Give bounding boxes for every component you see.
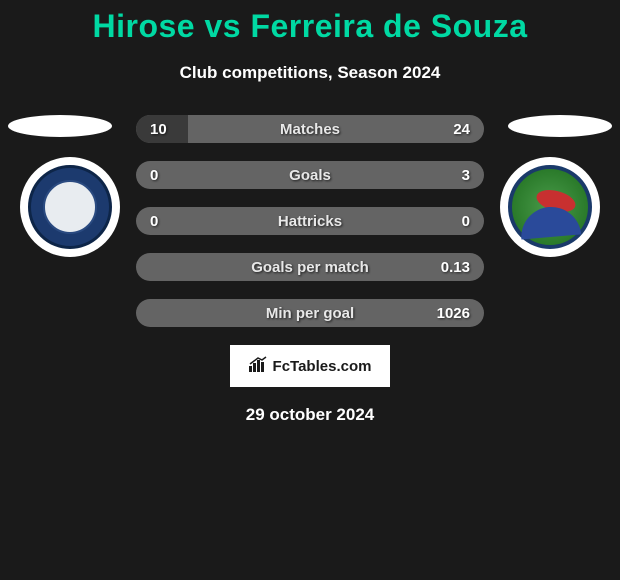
page-title: Hirose vs Ferreira de Souza [0,0,620,45]
watermark: FcTables.com [230,345,390,387]
subtitle: Club competitions, Season 2024 [0,63,620,83]
date-text: 29 october 2024 [0,405,620,425]
stat-label: Goals [136,167,484,184]
stat-right-value: 0 [462,213,470,230]
stat-row: 10Matches24 [136,115,484,143]
stat-label: Min per goal [136,305,484,322]
stat-label: Hattricks [136,213,484,230]
player-photo-right [508,115,612,137]
comparison-container: 10Matches240Goals30Hattricks0Goals per m… [0,115,620,425]
stat-label: Matches [136,121,484,138]
watermark-text: FcTables.com [273,358,372,375]
stat-row: 0Goals3 [136,161,484,189]
stat-row: Goals per match0.13 [136,253,484,281]
stat-right-value: 0.13 [441,259,470,276]
stat-right-value: 3 [462,167,470,184]
stats-list: 10Matches240Goals30Hattricks0Goals per m… [136,115,484,327]
stat-label: Goals per match [136,259,484,276]
stat-right-value: 24 [453,121,470,138]
player-photo-left [8,115,112,137]
chart-icon [249,356,269,377]
team-crest-right [500,157,600,257]
team-crest-left [20,157,120,257]
stat-row: Min per goal1026 [136,299,484,327]
stat-right-value: 1026 [437,305,470,322]
stat-row: 0Hattricks0 [136,207,484,235]
